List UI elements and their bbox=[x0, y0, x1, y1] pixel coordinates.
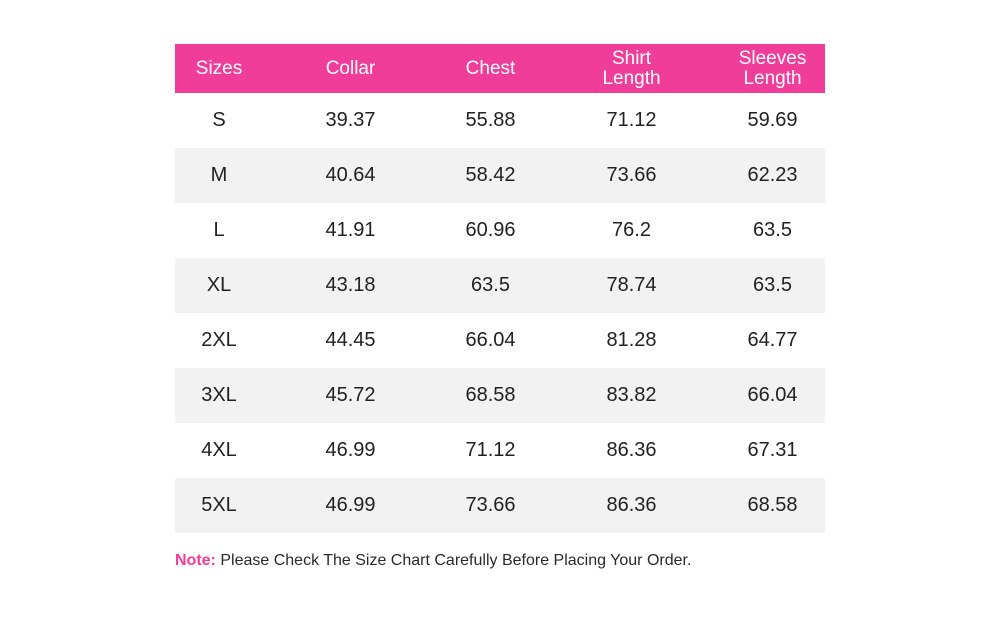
chest-cell: 58.42 bbox=[465, 164, 516, 186]
shirt-length-cell: 71.12 bbox=[606, 109, 657, 131]
size-cell: 3XL bbox=[201, 384, 237, 406]
sleeves-length-cell: 64.77 bbox=[747, 329, 798, 351]
header-sizes: Sizes bbox=[195, 57, 243, 79]
sleeves-length-cell: 67.31 bbox=[747, 439, 798, 461]
sleeves-length-cell: 63.5 bbox=[753, 274, 792, 296]
header-row: Sizes Collar Chest Shirt Length Sleeves … bbox=[175, 44, 825, 93]
collar-cell: 39.37 bbox=[325, 109, 376, 131]
shirt-length-cell: 83.82 bbox=[606, 384, 657, 406]
chest-cell: 60.96 bbox=[465, 219, 516, 241]
size-chart-header: Sizes Collar Chest Shirt Length Sleeves … bbox=[175, 44, 825, 93]
size-chart-note: Note: Please Check The Size Chart Carefu… bbox=[175, 552, 691, 570]
chest-cell: 71.12 bbox=[465, 439, 516, 461]
shirt-length-cell: 86.36 bbox=[606, 439, 657, 461]
sleeves-length-cell: 62.23 bbox=[747, 164, 798, 186]
table-row: 4XL 46.99 71.12 86.36 67.31 bbox=[175, 423, 825, 478]
collar-cell: 44.45 bbox=[325, 329, 376, 351]
collar-cell: 43.18 bbox=[325, 274, 376, 296]
note-text: Please Check The Size Chart Carefully Be… bbox=[220, 552, 692, 569]
size-cell: XL bbox=[206, 274, 232, 296]
size-cell: 5XL bbox=[201, 494, 237, 516]
header-chest: Chest bbox=[465, 57, 516, 79]
size-cell: M bbox=[210, 164, 228, 186]
collar-cell: 41.91 bbox=[325, 219, 376, 241]
shirt-length-cell: 73.66 bbox=[606, 164, 657, 186]
shirt-length-cell: 81.28 bbox=[606, 329, 657, 351]
header-shirt-length: Shirt Length bbox=[602, 47, 661, 89]
chest-cell: 55.88 bbox=[465, 109, 516, 131]
sleeves-length-cell: 59.69 bbox=[747, 109, 798, 131]
table-row: S 39.37 55.88 71.12 59.69 bbox=[175, 93, 825, 148]
collar-cell: 46.99 bbox=[325, 494, 376, 516]
chest-cell: 63.5 bbox=[471, 274, 510, 296]
collar-cell: 40.64 bbox=[325, 164, 376, 186]
chest-cell: 68.58 bbox=[465, 384, 516, 406]
collar-cell: 45.72 bbox=[325, 384, 376, 406]
header-collar: Collar bbox=[325, 57, 376, 79]
shirt-length-cell: 86.36 bbox=[606, 494, 657, 516]
note-label: Note: bbox=[175, 552, 216, 569]
table-row: M 40.64 58.42 73.66 62.23 bbox=[175, 148, 825, 203]
table-row: 5XL 46.99 73.66 86.36 68.58 bbox=[175, 478, 825, 533]
header-sleeves-length: Sleeves Length bbox=[738, 47, 807, 89]
size-cell: 4XL bbox=[201, 439, 237, 461]
table-row: 3XL 45.72 68.58 83.82 66.04 bbox=[175, 368, 825, 423]
size-cell: 2XL bbox=[201, 329, 237, 351]
size-chart-table: Sizes Collar Chest Shirt Length Sleeves … bbox=[175, 44, 825, 533]
size-cell: L bbox=[213, 219, 225, 241]
size-cell: S bbox=[212, 109, 226, 131]
sleeves-length-cell: 68.58 bbox=[747, 494, 798, 516]
collar-cell: 46.99 bbox=[325, 439, 376, 461]
table-row: L 41.91 60.96 76.2 63.5 bbox=[175, 203, 825, 258]
table-row: XL 43.18 63.5 78.74 63.5 bbox=[175, 258, 825, 313]
chest-cell: 73.66 bbox=[465, 494, 516, 516]
shirt-length-cell: 76.2 bbox=[612, 219, 651, 241]
shirt-length-cell: 78.74 bbox=[606, 274, 657, 296]
sleeves-length-cell: 66.04 bbox=[747, 384, 798, 406]
chest-cell: 66.04 bbox=[465, 329, 516, 351]
sleeves-length-cell: 63.5 bbox=[753, 219, 792, 241]
table-row: 2XL 44.45 66.04 81.28 64.77 bbox=[175, 313, 825, 368]
size-chart-body: S 39.37 55.88 71.12 59.69 M 40.64 58.42 … bbox=[175, 93, 825, 533]
